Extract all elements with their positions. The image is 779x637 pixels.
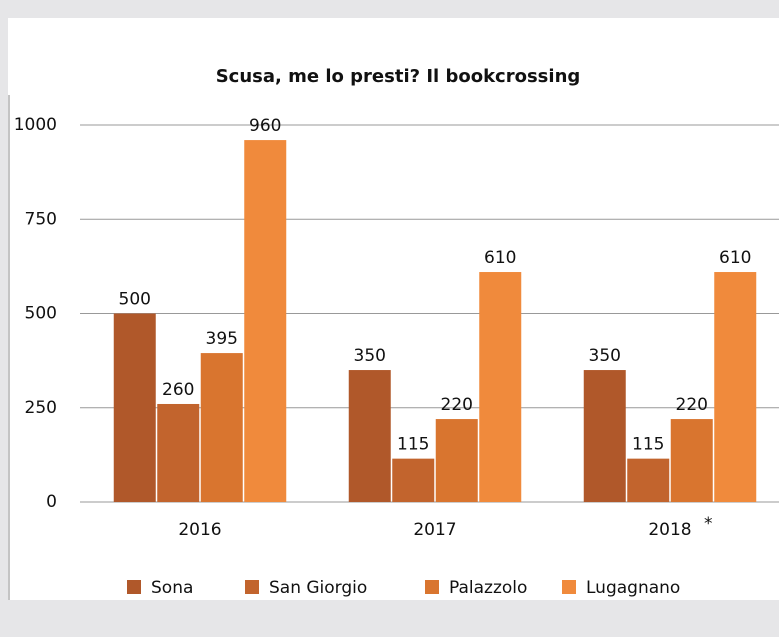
bar [670,419,713,502]
bar [714,272,757,502]
legend-label: Palazzolo [449,578,527,598]
legend-swatch [245,580,259,594]
value-label: 220 [676,395,708,415]
legend-swatch [127,580,141,594]
value-label: 610 [484,248,516,268]
legend-swatch [425,580,439,594]
value-label: 350 [354,346,386,366]
value-label: 350 [589,346,621,366]
value-label: 610 [719,248,751,268]
bar [200,353,243,502]
bar [435,419,478,502]
bar [244,140,287,502]
y-tick-label: 1000 [14,115,57,135]
value-label: 960 [249,116,281,136]
y-tick-label: 750 [25,209,57,229]
legend-swatch [562,580,576,594]
bar [113,313,156,502]
y-tick-label: 0 [46,492,57,512]
chart-title: Scusa, me lo presti? Il bookcrossing [216,66,581,87]
bar [348,370,391,502]
x-tick-label: 2017 [413,520,456,540]
legend-label: Sona [151,578,193,598]
legend-label: San Giorgio [269,578,367,598]
bar [157,403,200,502]
y-tick-label: 500 [25,304,57,324]
value-label: 500 [119,290,151,310]
bar [627,458,670,502]
bar [583,370,626,502]
annotation: * [704,514,713,534]
bar [479,272,522,502]
y-tick-label: 250 [25,398,57,418]
x-tick-label: 2016 [178,520,221,540]
value-label: 395 [206,329,238,349]
x-tick-label: 2018 [648,520,691,540]
legend-label: Lugagnano [586,578,680,598]
panel [8,18,779,600]
bar [392,458,435,502]
value-label: 115 [397,435,429,455]
value-label: 220 [441,395,473,415]
value-label: 115 [632,435,664,455]
value-label: 260 [162,380,194,400]
